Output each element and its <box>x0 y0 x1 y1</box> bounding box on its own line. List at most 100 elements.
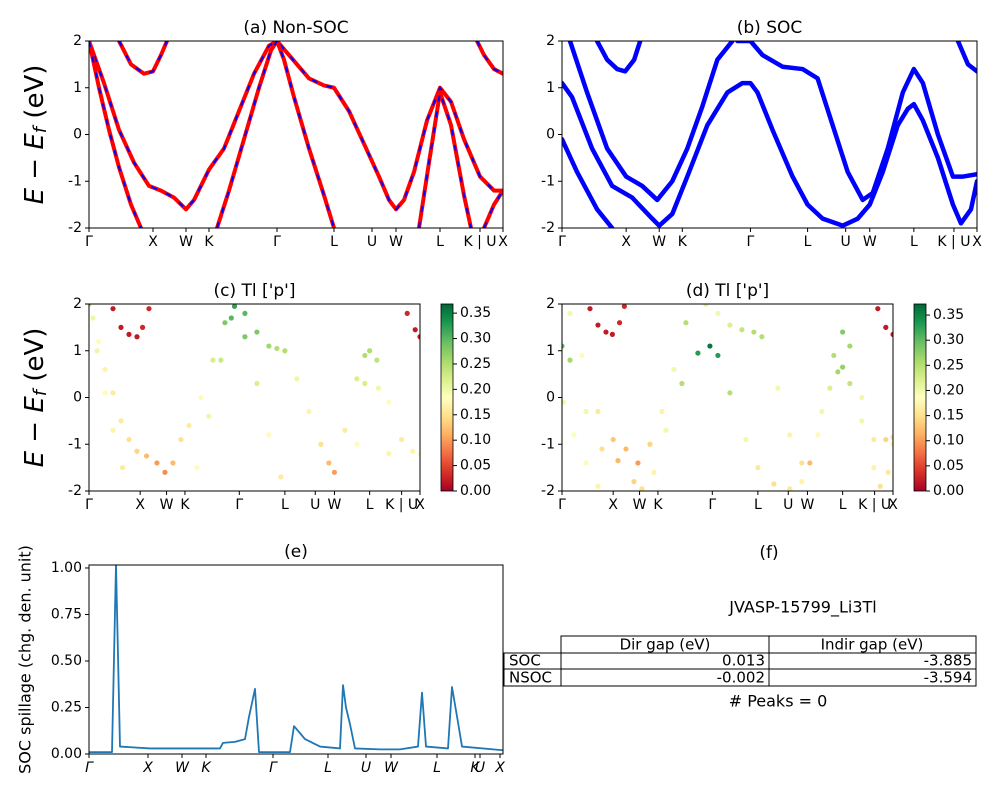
weight-point <box>787 432 793 438</box>
weight-point <box>254 380 260 387</box>
weight-point <box>603 329 609 335</box>
x-tick-label: Γ <box>85 497 93 513</box>
panel-title: (b) SOC <box>737 18 803 38</box>
weight-point <box>218 357 224 363</box>
y-tick-label: 2 <box>73 296 82 312</box>
weight-point <box>362 352 368 359</box>
plot-area <box>562 41 977 228</box>
weight-point <box>616 320 623 326</box>
weight-point <box>859 394 865 401</box>
column-header: Dir gap (eV) <box>620 636 711 654</box>
y-tick-label: 2 <box>546 296 555 312</box>
x-tick-label: K <box>180 497 190 513</box>
colorbar-tick-label: 0.00 <box>460 483 491 499</box>
y-axis-label: SOC spillage (chg. den. unit) <box>16 545 35 774</box>
weight-point <box>715 310 721 316</box>
weight-point <box>210 357 216 363</box>
x-tick-label: K | U <box>385 497 418 513</box>
weight-point <box>883 436 889 443</box>
x-tick-label: L <box>804 234 812 250</box>
weight-point <box>417 334 420 340</box>
weight-point <box>222 320 228 326</box>
y-tick-label: -1 <box>541 173 555 189</box>
band-line <box>215 41 336 228</box>
weight-point <box>819 408 825 415</box>
weight-point <box>771 481 777 487</box>
weight-point <box>342 427 348 433</box>
weight-point <box>126 331 132 337</box>
x-tick-label: K | U <box>937 234 970 250</box>
band-line <box>955 41 977 74</box>
y-tick-label: -2 <box>68 483 82 499</box>
weight-point <box>595 322 601 328</box>
colorbar-tick-label: 0.20 <box>933 382 964 398</box>
weight-point <box>663 427 669 433</box>
panel-title: (a) Non-SOC <box>243 18 348 38</box>
weight-point <box>139 324 146 330</box>
colorbar <box>440 303 454 492</box>
weight-point <box>178 436 184 443</box>
y-tick-label: 1 <box>546 343 555 359</box>
y-tick-label: 2 <box>73 33 82 49</box>
colorbar-tick-label: 0.30 <box>933 332 964 348</box>
y-tick-label: 0.00 <box>51 746 82 762</box>
x-tick-label: W <box>633 497 647 513</box>
weight-point <box>583 460 589 466</box>
x-tick-label: L <box>330 234 338 250</box>
weight-point <box>102 366 108 373</box>
x-tick-label: L <box>324 760 332 776</box>
cell: -0.002 <box>717 669 765 687</box>
weight-point <box>759 334 765 340</box>
y-tick-label: 1 <box>546 80 555 96</box>
y-tick-label: 2 <box>546 33 555 49</box>
cell: 0.013 <box>722 652 765 670</box>
colorbar-tick-label: 0.10 <box>933 433 964 449</box>
weight-point <box>170 460 176 466</box>
colorbar-tick-label: 0.25 <box>933 357 964 373</box>
table-grid <box>503 635 977 687</box>
band-dash <box>483 190 503 228</box>
x-tick-label: U <box>841 234 851 250</box>
x-tick-label: Γ <box>273 234 281 250</box>
y-tick-label: 0 <box>73 390 82 406</box>
x-tick-label: Γ <box>708 497 716 513</box>
x-tick-label: X <box>415 497 425 513</box>
x-tick-label: L <box>839 497 847 513</box>
weight-point <box>375 385 382 391</box>
weight-point <box>883 324 889 330</box>
weight-point <box>799 479 805 485</box>
weight-point <box>362 380 368 387</box>
band-line <box>475 41 503 76</box>
band-line <box>89 565 503 754</box>
x-tick-label: U <box>367 234 377 250</box>
y-axis-label: E − Ef (eV) <box>20 65 52 205</box>
y-tick-label: -1 <box>68 436 82 452</box>
x-tick-label: W <box>328 497 342 513</box>
x-tick-label: X <box>888 497 898 513</box>
weight-point <box>639 486 645 491</box>
weight-point <box>890 434 893 440</box>
weight-point <box>306 408 312 415</box>
y-tick-label: -1 <box>68 173 82 189</box>
plot-area <box>89 304 420 480</box>
plot-area <box>89 41 503 228</box>
weight-point <box>186 422 192 429</box>
weight-point <box>118 324 124 330</box>
weight-point <box>274 345 280 352</box>
band-dash <box>118 41 168 75</box>
weight-point <box>412 327 418 333</box>
weight-point <box>695 350 701 356</box>
weight-point <box>877 483 883 489</box>
weight-point <box>242 310 248 316</box>
x-tick-label: Γ <box>558 234 566 250</box>
x-tick-label: K | U <box>463 234 496 250</box>
weight-point <box>399 436 405 443</box>
weight-point <box>326 460 332 466</box>
weight-point <box>198 394 204 401</box>
x-tick-label: Γ <box>85 234 93 250</box>
x-tick-label: X <box>148 234 158 250</box>
weight-point <box>266 343 272 349</box>
weight-point <box>787 486 793 491</box>
weight-point <box>242 334 248 340</box>
colorbar-tick-label: 0.35 <box>933 307 964 323</box>
